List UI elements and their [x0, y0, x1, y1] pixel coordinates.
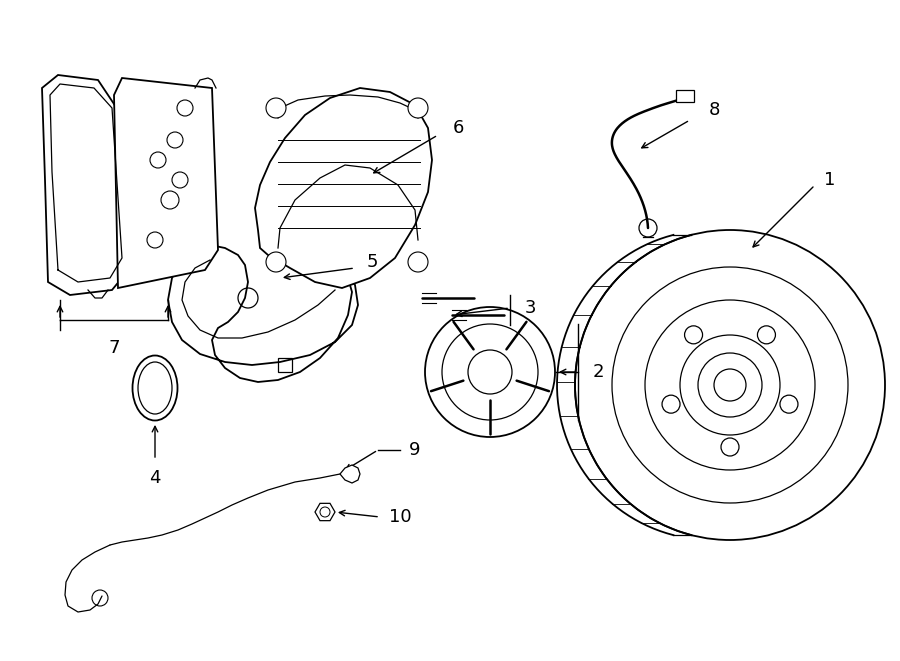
Text: 7: 7 — [108, 339, 120, 357]
Polygon shape — [42, 75, 130, 295]
Circle shape — [780, 395, 798, 413]
Polygon shape — [168, 245, 358, 382]
Text: 5: 5 — [366, 253, 378, 271]
Circle shape — [150, 152, 166, 168]
Text: 10: 10 — [389, 508, 411, 526]
Circle shape — [266, 252, 286, 272]
Polygon shape — [114, 78, 218, 288]
Circle shape — [177, 100, 193, 116]
Text: 2: 2 — [592, 363, 604, 381]
Circle shape — [147, 232, 163, 248]
Polygon shape — [315, 503, 335, 521]
Circle shape — [442, 324, 538, 420]
Circle shape — [161, 191, 179, 209]
Circle shape — [662, 395, 680, 413]
Polygon shape — [340, 465, 360, 483]
Text: 4: 4 — [149, 469, 161, 487]
Text: 3: 3 — [524, 299, 536, 317]
Circle shape — [758, 326, 776, 344]
Ellipse shape — [138, 362, 172, 414]
Text: 8: 8 — [708, 101, 720, 119]
Circle shape — [721, 438, 739, 456]
Bar — [676, 90, 694, 102]
Circle shape — [408, 252, 428, 272]
Text: 9: 9 — [410, 441, 421, 459]
Bar — [278, 358, 292, 372]
Circle shape — [714, 369, 746, 401]
Polygon shape — [255, 88, 432, 288]
Circle shape — [685, 326, 703, 344]
Circle shape — [172, 172, 188, 188]
Circle shape — [468, 350, 512, 394]
Circle shape — [408, 98, 428, 118]
Circle shape — [425, 307, 555, 437]
Circle shape — [167, 132, 183, 148]
Circle shape — [266, 98, 286, 118]
Ellipse shape — [132, 356, 177, 420]
Text: 6: 6 — [453, 119, 464, 137]
Text: 1: 1 — [824, 171, 836, 189]
